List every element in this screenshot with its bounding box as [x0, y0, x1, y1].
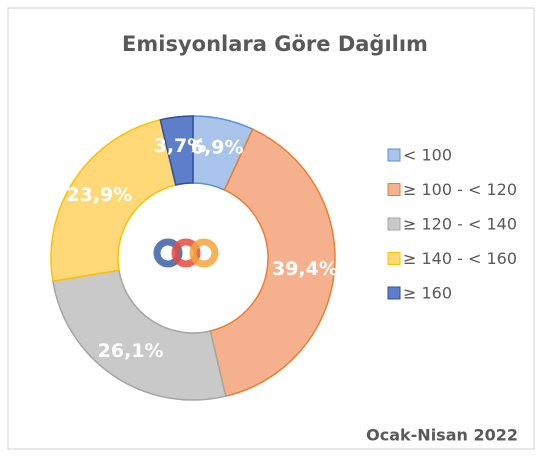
legend-swatch	[387, 217, 401, 231]
data-label: 3,7%	[154, 135, 207, 157]
logo-ring	[171, 238, 201, 268]
legend-label: < 100	[403, 146, 452, 165]
logo-ring	[189, 238, 219, 268]
legend-label: ≥ 160	[403, 284, 452, 303]
data-label: 26,1%	[98, 340, 164, 362]
legend-swatch	[387, 252, 401, 265]
chart-title: Emisyonlara Göre Dağılım	[122, 32, 428, 56]
legend-label: ≥ 120 - < 140	[403, 215, 517, 234]
logo-ring	[153, 238, 183, 268]
slice	[52, 269, 227, 401]
legend-label: ≥ 140 - < 160	[403, 249, 517, 268]
legend-swatch	[387, 286, 401, 300]
data-label: 39,4%	[272, 258, 338, 280]
annotation: Ocak-Nisan 2022	[366, 426, 518, 445]
legend-label: ≥ 100 - < 120	[403, 180, 517, 199]
slice	[159, 115, 194, 186]
data-label: 23,9%	[66, 184, 132, 206]
data-label: 6,9%	[191, 137, 244, 159]
slice	[209, 128, 336, 398]
legend-swatch	[387, 148, 401, 162]
slice	[50, 118, 177, 282]
legend-swatch	[387, 183, 401, 196]
